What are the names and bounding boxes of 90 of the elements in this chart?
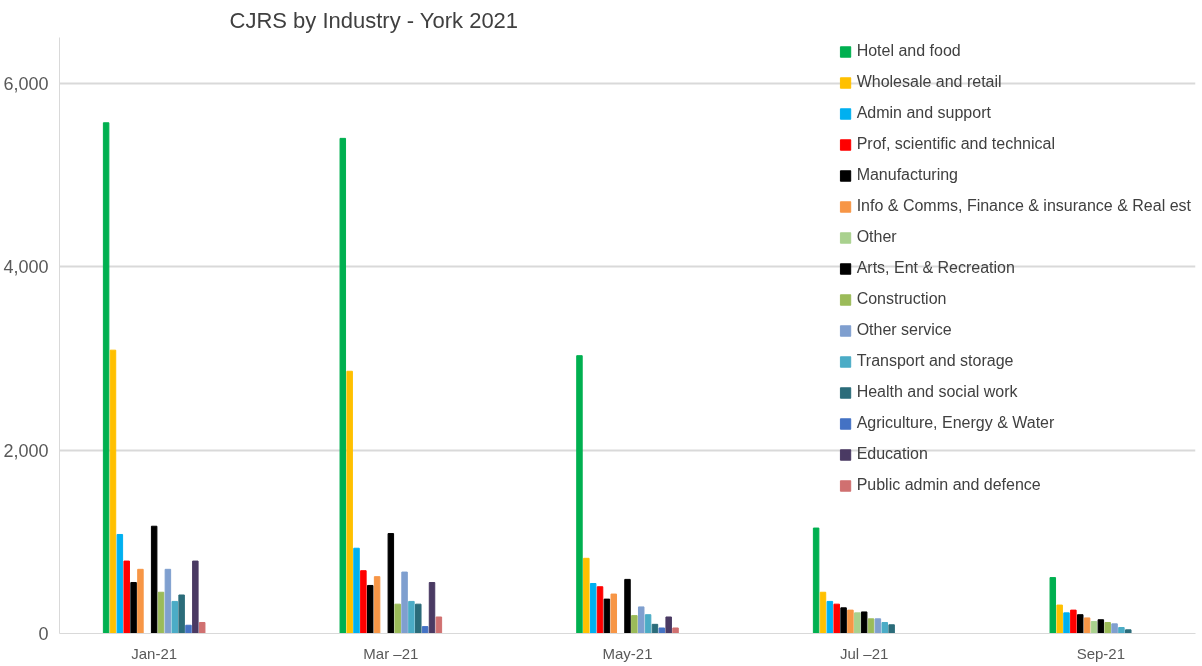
legend-label: Info & Comms, Finance & insurance & Real est <box>856 196 1191 216</box>
bar <box>644 614 652 634</box>
bar <box>854 612 861 634</box>
bar <box>1049 577 1057 634</box>
bar <box>819 591 827 634</box>
bar <box>631 615 638 634</box>
bar <box>353 547 360 634</box>
bar <box>387 533 395 634</box>
legend-label: Public admin and defence <box>856 475 1041 495</box>
legend-label: Hotel and food <box>856 41 961 61</box>
bar <box>610 593 618 634</box>
bar <box>1063 612 1070 634</box>
bar <box>1118 627 1125 634</box>
legend-label: Manufacturing <box>856 165 959 185</box>
bar <box>583 557 590 634</box>
bar <box>435 616 443 634</box>
bar <box>833 603 840 634</box>
bar <box>603 598 611 634</box>
bar <box>1111 623 1118 634</box>
legend-label: Health and social work <box>856 382 1018 402</box>
bar <box>339 137 347 634</box>
bar <box>116 533 124 634</box>
x-tick-label: Jul –21 <box>839 644 889 662</box>
bar <box>137 568 144 634</box>
legend-label: Transport and storage <box>856 351 1014 371</box>
legend-label: Prof, scientific and technical <box>856 134 1055 154</box>
bar <box>185 624 192 634</box>
bar <box>888 624 895 634</box>
bar <box>164 568 172 634</box>
bar <box>123 560 130 634</box>
bar <box>812 527 820 634</box>
y-tick-label: 0 <box>38 624 49 644</box>
bar <box>847 609 854 634</box>
bar <box>198 622 206 634</box>
x-tick-label: Jan-21 <box>131 644 178 662</box>
bar <box>874 618 882 634</box>
bar <box>867 618 875 634</box>
bar <box>826 600 834 634</box>
bar <box>637 606 645 634</box>
bar <box>428 582 436 634</box>
bar <box>1097 619 1105 634</box>
bar <box>157 591 165 634</box>
legend-label: Admin and support <box>856 103 991 123</box>
bar <box>1056 604 1063 634</box>
bar <box>171 600 178 634</box>
bar <box>658 627 666 634</box>
bar <box>394 603 401 634</box>
bar <box>130 582 137 634</box>
legend-label: Agriculture, Energy & Water <box>856 413 1055 433</box>
bar <box>596 586 604 634</box>
bar <box>415 603 422 634</box>
bar <box>860 611 868 634</box>
x-tick-label: Mar –21 <box>363 644 419 662</box>
bar <box>401 571 408 634</box>
legend-label: Other service <box>856 320 952 340</box>
bar <box>1125 629 1132 634</box>
legend-label: Arts, Ent & Recreation <box>856 258 1015 278</box>
chart-title: CJRS by Industry - York 2021 <box>229 7 519 33</box>
bar <box>192 560 199 634</box>
bar <box>360 570 367 634</box>
legend-label: Other <box>856 227 897 247</box>
legend-label: Education <box>856 444 928 464</box>
x-tick-label: Sep-21 <box>1076 644 1126 662</box>
bar <box>881 622 888 634</box>
bar <box>367 584 374 634</box>
bar <box>589 583 597 634</box>
legend-label: Construction <box>856 289 947 309</box>
bar <box>576 355 583 634</box>
bar <box>109 349 117 634</box>
bar <box>346 370 353 634</box>
bar <box>665 616 672 634</box>
bar <box>1104 622 1111 634</box>
bar <box>672 627 679 634</box>
y-tick-label: 2,000 <box>3 440 49 461</box>
bar <box>102 122 110 634</box>
bar <box>408 600 415 634</box>
x-tick-label: May-21 <box>602 644 653 662</box>
bar <box>1090 621 1098 634</box>
bar <box>1077 614 1084 634</box>
legend-label: Wholesale and retail <box>856 72 1002 92</box>
bar <box>624 578 631 634</box>
bar <box>840 607 847 634</box>
y-tick-label: 6,000 <box>3 73 49 94</box>
bar <box>1083 617 1091 634</box>
bar <box>373 576 381 634</box>
bar <box>150 525 158 634</box>
bar <box>178 594 185 634</box>
y-tick-label: 4,000 <box>3 257 49 278</box>
bar <box>1070 609 1077 634</box>
bar <box>421 626 429 634</box>
